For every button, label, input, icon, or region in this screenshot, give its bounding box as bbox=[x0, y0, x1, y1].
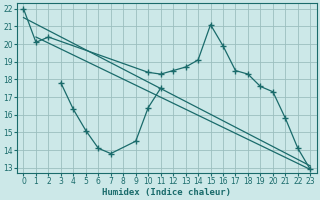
X-axis label: Humidex (Indice chaleur): Humidex (Indice chaleur) bbox=[102, 188, 231, 197]
